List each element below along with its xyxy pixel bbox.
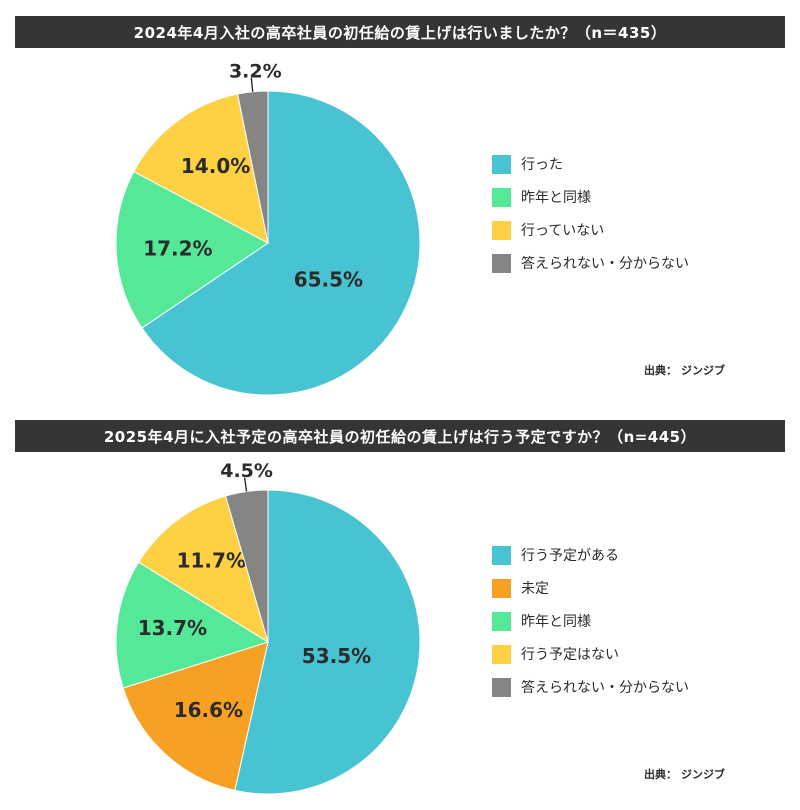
slice-value-label: 13.7% [138,616,207,640]
legend-item: 答えられない・分からない [492,253,689,273]
legend-swatch [492,154,511,174]
pie-slice [141,90,421,396]
slice-value-label: 65.5% [294,268,363,292]
pie-slice [224,489,269,643]
legend-label: 行っていない [521,223,605,239]
legend-swatch [492,220,511,240]
source-name: ジンジブ [681,364,725,377]
slice-value-label: 4.5% [220,460,273,482]
source-credit: 出典： ジンジブ [644,362,725,378]
legend-swatch [492,545,511,565]
legend-item: 昨年と同様 [492,611,689,631]
source-credit: 出典： ジンジブ [644,766,725,782]
legend-swatch [492,644,511,664]
legend-label: 行う予定はない [521,647,619,663]
chart-panel-2025: 2025年4月に入社予定の高卒社員の初任給の賃上げは行う予定ですか？（n=445… [0,420,800,800]
legend-item: 行う予定はない [492,644,689,664]
legend-swatch [492,611,511,631]
legend-item: 行った [492,154,689,174]
legend-label: 答えられない・分からない [521,680,689,696]
pie-slice [234,489,421,795]
slice-value-label: 17.2% [143,236,212,260]
slice-value-label: 14.0% [181,154,250,178]
legend-label: 答えられない・分からない [521,256,689,272]
legend-swatch [492,677,511,697]
legend-label: 未定 [521,581,549,597]
pie-chart: 53.5% 16.6% 13.7% 11.7% 4.5% [115,460,421,795]
legend-swatch [492,187,511,207]
legend-label: 行う予定がある [521,548,619,564]
legend-item: 昨年と同様 [492,187,689,207]
legend-item: 答えられない・分からない [492,677,689,697]
pie-slice [115,561,270,689]
leader-line [243,477,248,492]
legend-item: 行う予定がある [492,545,689,565]
slice-value-label: 11.7% [177,549,246,573]
pie-slice [133,93,269,244]
legend-swatch [492,253,511,273]
chart-title: 2024年4月入社の高卒社員の初任給の賃上げは行いましたか？（n＝435） [15,16,785,48]
legend-label: 行った [521,157,563,173]
legend-label: 昨年と同様 [521,190,591,206]
slice-value-label: 16.6% [174,698,243,722]
chart-title: 2025年4月に入社予定の高卒社員の初任給の賃上げは行う予定ですか？（n=445… [15,420,785,452]
chart-panel-2024: 2024年4月入社の高卒社員の初任給の賃上げは行いましたか？（n＝435） 65… [0,16,800,396]
source-label: 出典： [644,364,677,377]
leader-line [250,77,254,92]
pie-slice [137,495,269,644]
legend-label: 昨年と同様 [521,614,591,630]
source-name: ジンジブ [681,768,725,781]
legend-swatch [492,578,511,598]
source-label: 出典： [644,768,677,781]
legend: 行う予定がある 未定昨年と同様行う予定はない答えられない・分からない [492,545,689,710]
slice-value-label: 3.2% [229,60,282,82]
pie-slice [115,170,269,329]
pie-chart: 65.5% 17.2% 14.0% 3.2% [115,60,421,396]
legend-item: 行っていない [492,220,689,240]
slice-value-label: 53.5% [302,644,371,668]
pie-slice [122,641,269,791]
legend: 行った昨年と同様行っていない答えられない・分からない [492,154,689,286]
legend-item: 未定 [492,578,689,598]
